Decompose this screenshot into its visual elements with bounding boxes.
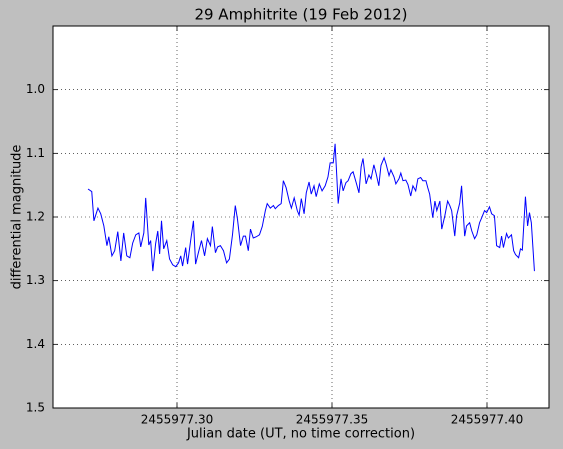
x-axis-label: Julian date (UT, no time correction) (186, 427, 415, 442)
x-tick-label: 2455977.40 (451, 413, 524, 427)
y-tick-label: 1.0 (26, 82, 45, 96)
y-tick-label: 1.3 (26, 273, 45, 287)
y-axis-label: differential magnitude (10, 145, 25, 290)
y-tick-label: 1.1 (26, 146, 45, 160)
y-tick-label: 1.2 (26, 210, 45, 224)
plot-frame (52, 25, 550, 409)
y-tick-label: 1.4 (26, 337, 45, 351)
y-tick-label: 1.5 (26, 401, 45, 415)
x-tick-label: 2455977.30 (141, 413, 214, 427)
data-line (87, 143, 535, 272)
x-tick-label: 2455977.35 (296, 413, 369, 427)
chart-title: 29 Amphitrite (19 Feb 2012) (194, 6, 407, 24)
